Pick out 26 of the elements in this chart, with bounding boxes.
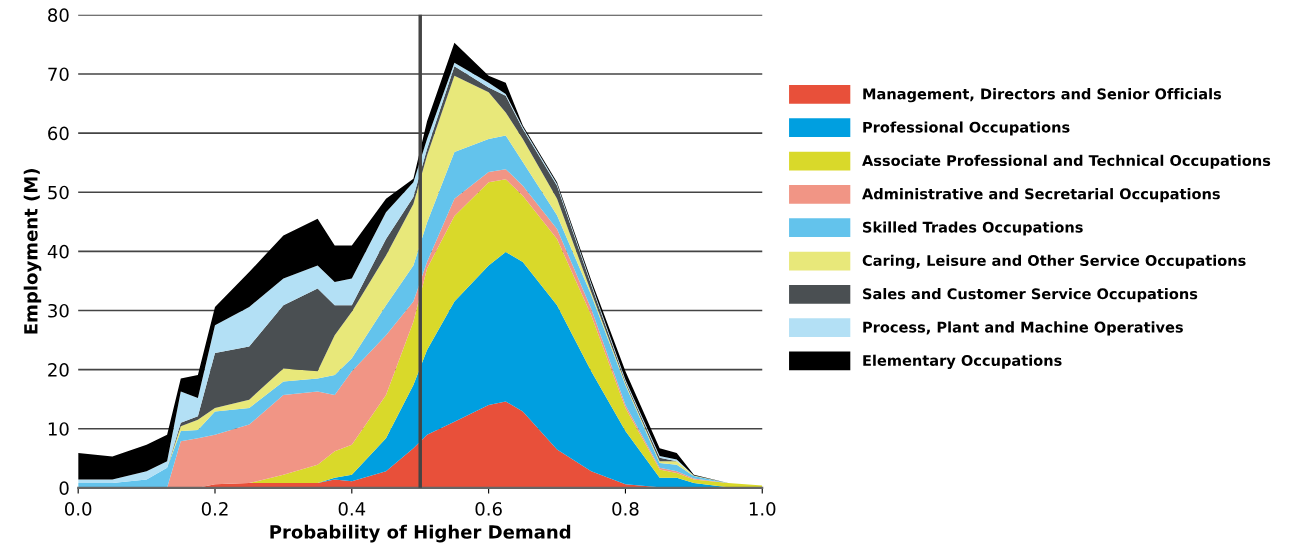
x-tick-label: 0.0 [65,502,92,516]
x-tick-label: 1.0 [749,502,776,516]
y-tick-label: 0 [59,481,69,495]
legend-label: Caring, Leisure and Other Service Occupations [862,254,1246,269]
y-tick-label: 60 [48,126,69,141]
legend-label: Associate Professional and Technical Occupations [862,154,1271,169]
x-tick-label: 0.4 [338,502,366,516]
x-tick-label: 0.2 [201,502,228,516]
legend-label: Management, Directors and Senior Officials [863,88,1222,103]
legend-label: Professional Occupations [863,121,1070,136]
legend-label: Process, Plant and Machine Operatives [863,321,1183,336]
legend-label: Skilled Trades Occupations [863,221,1083,236]
y-tick-label: 70 [48,67,69,82]
x-axis-title: Probability of Higher Demand [270,524,571,543]
legend-label: Elementary Occupations [863,354,1062,369]
x-tick-label: 0.8 [612,502,639,516]
y-tick-label: 80 [48,8,69,22]
y-axis-title: Employment (M) [23,169,42,334]
legend-label: Sales and Customer Service Occupations [863,288,1198,303]
x-tick-label: 0.6 [475,502,502,516]
y-tick-label: 30 [48,303,69,318]
y-tick-label: 40 [47,244,69,259]
y-tick-label: 20 [48,363,69,377]
y-tick-label: 50 [48,185,69,200]
legend-label: Administrative and Secretarial Occupations [862,188,1220,203]
y-tick-label: 10 [48,422,69,436]
